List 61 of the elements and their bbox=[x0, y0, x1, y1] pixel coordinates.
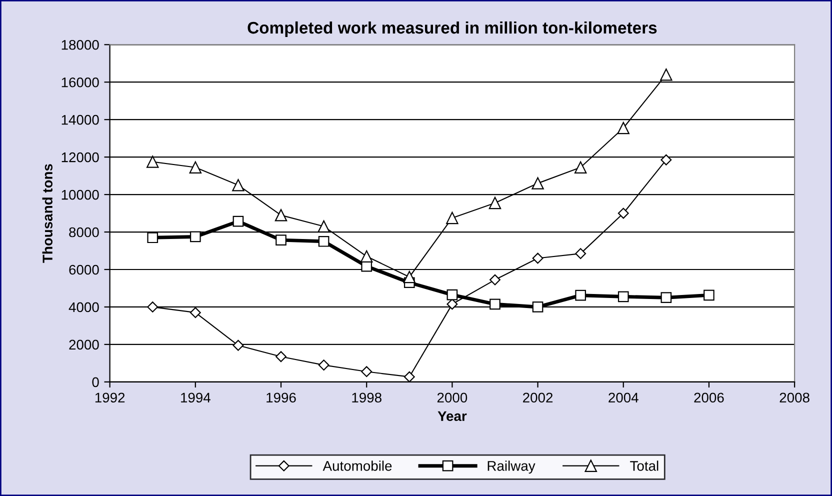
point bbox=[232, 340, 244, 351]
y-tick-label: 18000 bbox=[62, 40, 99, 50]
y-tick-label: 0 bbox=[92, 377, 99, 388]
point bbox=[446, 212, 458, 224]
point bbox=[361, 366, 372, 378]
x-tick-label: 1996 bbox=[266, 392, 296, 403]
legend-label: Railway bbox=[488, 460, 536, 474]
point bbox=[488, 196, 502, 210]
point bbox=[490, 298, 500, 310]
point bbox=[190, 307, 201, 318]
x-tick-label: 2002 bbox=[523, 392, 553, 403]
point bbox=[490, 274, 500, 286]
point bbox=[232, 216, 244, 227]
y-tick-label: 16000 bbox=[62, 77, 99, 88]
x-tick-label: 2008 bbox=[780, 392, 810, 403]
point bbox=[618, 291, 629, 302]
x-tick-label: 1994 bbox=[181, 392, 210, 403]
point bbox=[575, 290, 586, 301]
x-tick-label: 2006 bbox=[694, 392, 724, 403]
point bbox=[360, 250, 373, 262]
legend-label: Automobile bbox=[322, 460, 392, 471]
point bbox=[617, 122, 630, 134]
point bbox=[147, 232, 158, 244]
point bbox=[232, 179, 244, 192]
y-tick-label: 10000 bbox=[62, 190, 99, 200]
x-tick-label: 1992 bbox=[95, 392, 125, 403]
legend-label: Total bbox=[630, 460, 658, 471]
y-tick-label: 6000 bbox=[69, 264, 99, 275]
point bbox=[146, 156, 159, 168]
point bbox=[318, 236, 330, 247]
x-tick-label: 2004 bbox=[608, 392, 638, 403]
point bbox=[276, 234, 286, 246]
point bbox=[276, 351, 286, 362]
x-tick-label: 2000 bbox=[437, 392, 468, 403]
point bbox=[404, 371, 415, 382]
chart-title: Completed work measured in million ton-kilometers bbox=[248, 21, 657, 37]
point bbox=[660, 68, 672, 81]
x-axis-title: Year bbox=[438, 411, 467, 422]
point bbox=[446, 289, 458, 300]
point bbox=[574, 161, 587, 174]
point bbox=[532, 252, 544, 264]
y-axis-title: Thousand tons bbox=[42, 164, 52, 263]
y-tick-label: 4000 bbox=[68, 302, 99, 312]
point bbox=[190, 231, 201, 242]
point bbox=[318, 360, 330, 371]
point bbox=[147, 302, 158, 312]
point bbox=[704, 290, 714, 301]
point bbox=[274, 209, 288, 222]
y-tick-label: 14000 bbox=[62, 114, 99, 125]
x-tick-label: 1998 bbox=[352, 392, 382, 403]
point bbox=[660, 292, 672, 304]
y-tick-label: 2000 bbox=[69, 340, 99, 350]
point bbox=[189, 161, 202, 174]
point bbox=[575, 248, 586, 260]
y-tick-label: 12000 bbox=[62, 152, 99, 162]
point bbox=[618, 208, 629, 219]
point bbox=[403, 270, 416, 284]
point bbox=[318, 220, 330, 233]
point bbox=[532, 177, 544, 190]
y-tick-label: 8000 bbox=[69, 227, 99, 238]
point bbox=[532, 302, 544, 312]
